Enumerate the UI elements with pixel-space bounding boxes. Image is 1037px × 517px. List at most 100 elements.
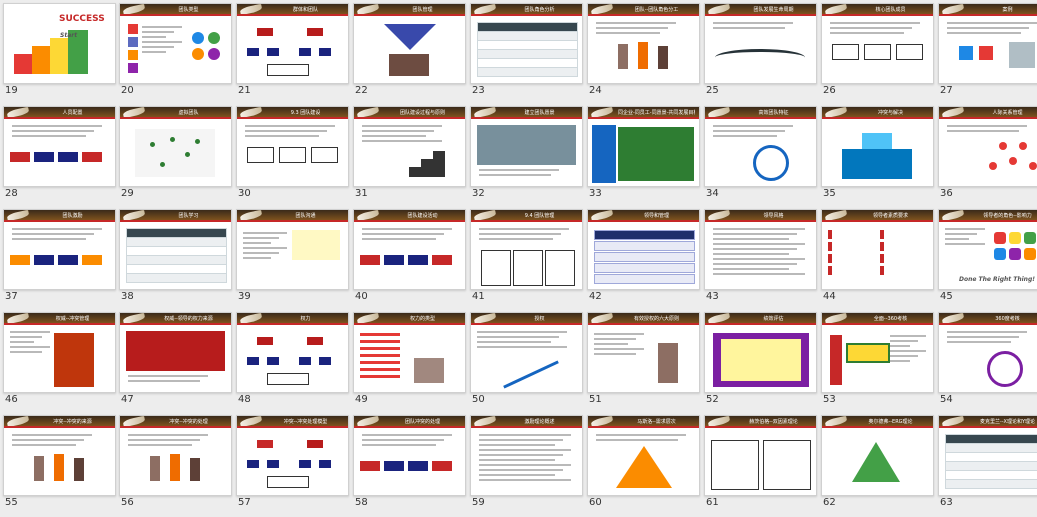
slide-preview[interactable]: 授权: [470, 312, 583, 393]
slide-preview[interactable]: 同企业-同员工-同愿景-共同发展目标: [587, 106, 700, 187]
slide-preview[interactable]: 冲突与解决: [821, 106, 934, 187]
slide-thumbnail[interactable]: 领导者的角色--影响力 Done The Right Thing! 45: [938, 209, 1037, 311]
slide-preview[interactable]: 团队建设活动: [353, 209, 466, 290]
slide-thumbnail[interactable]: 奥尔德弗--ERG理论 62: [821, 415, 939, 517]
slide-preview[interactable]: 团队建设过程与原则: [353, 106, 466, 187]
slide-preview[interactable]: 团队角色分析: [470, 3, 583, 84]
slide-thumbnail[interactable]: 团队--团队角色分工 24: [587, 3, 705, 105]
slide-preview[interactable]: 9.4 团队管理: [470, 209, 583, 290]
slide-preview[interactable]: 奥尔德弗--ERG理论: [821, 415, 934, 496]
slide-thumbnail[interactable]: 权威--冲突管理 46: [3, 312, 121, 414]
slide-thumbnail[interactable]: 领导和管理 42: [587, 209, 705, 311]
slide-thumbnail[interactable]: 马斯洛--需求层次 60: [587, 415, 705, 517]
slide-preview[interactable]: 团队类型: [119, 3, 232, 84]
slide-thumbnail[interactable]: 团队沟通 39: [236, 209, 354, 311]
slide-preview[interactable]: 团队--团队角色分工: [587, 3, 700, 84]
slide-preview[interactable]: 冲突--冲突的来源: [3, 415, 116, 496]
slide-thumbnail[interactable]: 团队管理 22: [353, 3, 471, 105]
slide-preview[interactable]: 团队学习: [119, 209, 232, 290]
slide-preview[interactable]: 核心团队成员: [821, 3, 934, 84]
slide-title: 团队激励: [62, 213, 83, 219]
slide-thumbnail[interactable]: 激励理论概述 59: [470, 415, 588, 517]
slide-thumbnail[interactable]: 团队学习 38: [119, 209, 237, 311]
col: [513, 250, 543, 286]
slide-preview[interactable]: 权威--冲突管理: [3, 312, 116, 393]
slide-preview[interactable]: 有效授权的六大原则: [587, 312, 700, 393]
slide-preview[interactable]: 高效团队特征: [704, 106, 817, 187]
slide-thumbnail[interactable]: 领导者素质要求 44: [821, 209, 939, 311]
slide-preview[interactable]: 领导者素质要求: [821, 209, 934, 290]
slide-thumbnail[interactable]: 冲突--冲突的来源 55: [3, 415, 121, 517]
slide-preview[interactable]: 团队冲突的处理: [353, 415, 466, 496]
slide-thumbnail[interactable]: 权力 48: [236, 312, 354, 414]
slide-thumbnail[interactable]: 团队角色分析 23: [470, 3, 588, 105]
slide-thumbnail[interactable]: 麦克里兰--X理论和Y理论 63: [938, 415, 1037, 517]
node: [257, 337, 273, 345]
slide-preview[interactable]: 团队沟通: [236, 209, 349, 290]
slide-thumbnail[interactable]: 9.4 团队管理 41: [470, 209, 588, 311]
slide-thumbnail[interactable]: 绩效评估 52: [704, 312, 822, 414]
slide-preview[interactable]: 团队管理: [353, 3, 466, 84]
slide-thumbnail[interactable]: 团队建设过程与原则 31: [353, 106, 471, 208]
slide-thumbnail[interactable]: 案例 27: [938, 3, 1037, 105]
text-line: [890, 335, 926, 337]
slide-thumbnail[interactable]: 团队类型 20: [119, 3, 237, 105]
slide-thumbnail[interactable]: 有效授权的六大原则 51: [587, 312, 705, 414]
slide-preview[interactable]: 全面--360考核: [821, 312, 934, 393]
slide-thumbnail[interactable]: 授权 50: [470, 312, 588, 414]
slide-preview[interactable]: 赫茨伯格--双因素理论: [704, 415, 817, 496]
slide-thumbnail[interactable]: 团队发展生命周期 25: [704, 3, 822, 105]
slide-thumbnail[interactable]: 全面--360考核 53: [821, 312, 939, 414]
slide-preview[interactable]: 权威--领导的权力来源: [119, 312, 232, 393]
slide-preview[interactable]: 9.3 团队建设: [236, 106, 349, 187]
slide-thumbnail[interactable]: 冲突与解决 35: [821, 106, 939, 208]
slide-preview[interactable]: 冲突--冲突处理模型: [236, 415, 349, 496]
slide-preview[interactable]: 虚拟团队: [119, 106, 232, 187]
slide-preview[interactable]: 人际关系管理: [938, 106, 1037, 187]
slide-thumbnail[interactable]: 人员配置 28: [3, 106, 121, 208]
slide-thumbnail[interactable]: 群体和团队 21: [236, 3, 354, 105]
slide-preview[interactable]: 权力的类型: [353, 312, 466, 393]
slide-preview[interactable]: 360度考核: [938, 312, 1037, 393]
slide-preview[interactable]: 领导和管理: [587, 209, 700, 290]
feather-icon: [356, 107, 380, 119]
slide-thumbnail[interactable]: 建立团队愿景 32: [470, 106, 588, 208]
slide-preview[interactable]: 激励理论概述: [470, 415, 583, 496]
slide-preview[interactable]: 麦克里兰--X理论和Y理论: [938, 415, 1037, 496]
slide-thumbnail[interactable]: 人际关系管理 36: [938, 106, 1037, 208]
erg-triangle: [852, 442, 900, 482]
slide-preview[interactable]: 群体和团队: [236, 3, 349, 84]
slide-thumbnail[interactable]: 高效团队特征 34: [704, 106, 822, 208]
slide-thumbnail[interactable]: 冲突--冲突处理模型 57: [236, 415, 354, 517]
slide-preview[interactable]: 权力: [236, 312, 349, 393]
slide-preview[interactable]: 绩效评估: [704, 312, 817, 393]
slide-thumbnail[interactable]: 团队激励 37: [3, 209, 121, 311]
slide-thumbnail[interactable]: 360度考核 54: [938, 312, 1037, 414]
slide-thumbnail[interactable]: 同企业-同员工-同愿景-共同发展目标 33: [587, 106, 705, 208]
slide-thumbnail[interactable]: 领导风格 43: [704, 209, 822, 311]
slide-thumbnail[interactable]: 虚拟团队 29: [119, 106, 237, 208]
slide-thumbnail[interactable]: 赫茨伯格--双因素理论 61: [704, 415, 822, 517]
slide-preview[interactable]: 案例: [938, 3, 1037, 84]
slide-thumbnail[interactable]: 权威--领导的权力来源 47: [119, 312, 237, 414]
slide-preview[interactable]: SUCCESS Start: [3, 3, 116, 84]
slide-thumbnail[interactable]: 权力的类型 49: [353, 312, 471, 414]
slide-preview[interactable]: 人员配置: [3, 106, 116, 187]
slide-preview[interactable]: 马斯洛--需求层次: [587, 415, 700, 496]
slide-thumbnail[interactable]: 团队建设活动 40: [353, 209, 471, 311]
slide-preview[interactable]: 团队发展生命周期: [704, 3, 817, 84]
slide-title: 案例: [1002, 7, 1013, 13]
success-word: SUCCESS: [59, 14, 105, 24]
slide-preview[interactable]: 领导风格: [704, 209, 817, 290]
slide-preview[interactable]: 团队激励: [3, 209, 116, 290]
slide-preview[interactable]: 领导者的角色--影响力 Done The Right Thing!: [938, 209, 1037, 290]
slide-thumbnail[interactable]: 冲突--冲突的处理 56: [119, 415, 237, 517]
slide-thumbnail[interactable]: 9.3 团队建设 30: [236, 106, 354, 208]
hexagon: [1009, 248, 1021, 260]
slide-thumbnail[interactable]: 团队冲突的处理 58: [353, 415, 471, 517]
slide-preview[interactable]: 建立团队愿景: [470, 106, 583, 187]
slide-thumbnail[interactable]: SUCCESS Start 19: [3, 3, 121, 105]
text-line: [479, 444, 555, 446]
slide-thumbnail[interactable]: 核心团队成员 26: [821, 3, 939, 105]
slide-preview[interactable]: 冲突--冲突的处理: [119, 415, 232, 496]
